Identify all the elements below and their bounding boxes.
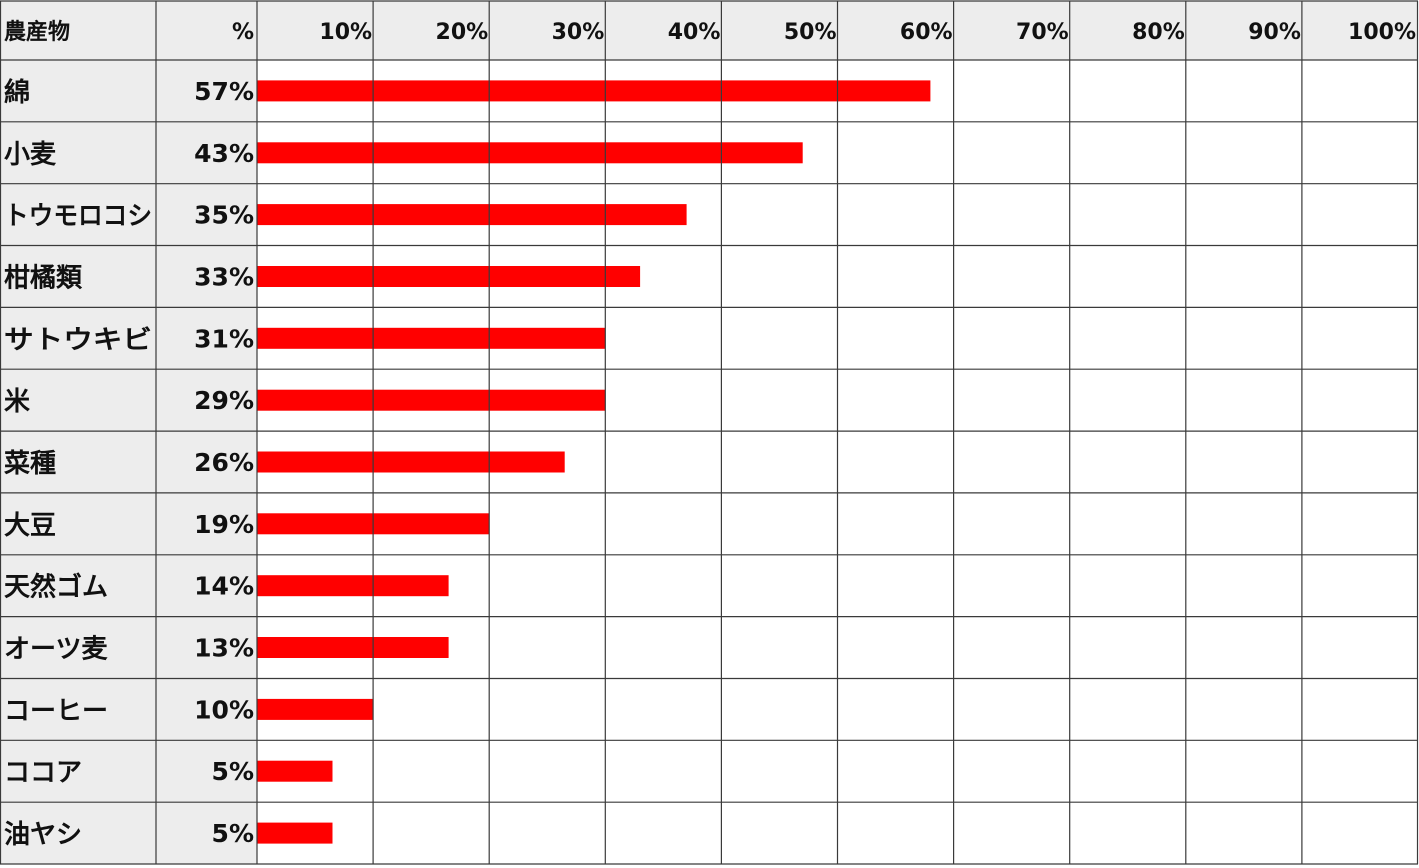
bar-10 (257, 637, 449, 658)
value-label-3: 35% (194, 201, 254, 230)
value-label-13: 5% (212, 819, 254, 848)
category-label-6: 米 (4, 387, 30, 417)
bar-11 (257, 698, 374, 720)
value-label-11: 10% (194, 695, 254, 724)
value-label-6: 29% (194, 386, 254, 415)
value-label-10: 13% (194, 634, 254, 663)
tick-label-80: 80% (1132, 20, 1185, 45)
category-label-3: トウモロコシ (4, 202, 152, 232)
tick-label-40: 40% (668, 20, 721, 45)
bar-1 (257, 80, 931, 102)
category-label-1: 綿 (4, 77, 30, 108)
value-label-4: 33% (194, 263, 254, 292)
value-label-8: 19% (194, 510, 254, 539)
bar-7 (257, 451, 565, 473)
label-columns-background (0, 60, 257, 864)
value-label-7: 26% (194, 448, 254, 477)
tick-label-70: 70% (1016, 20, 1069, 45)
bar-13 (257, 822, 333, 844)
category-label-8: 大豆 (4, 511, 56, 541)
value-label-2: 43% (194, 139, 254, 168)
category-label-12: ココア (4, 758, 82, 788)
bar-4 (257, 266, 641, 287)
category-label-13: 油ヤシ (4, 820, 82, 850)
tick-label-10: 10% (319, 20, 372, 45)
bar-3 (257, 204, 687, 226)
tick-label-60: 60% (900, 20, 953, 45)
tick-label-20: 20% (436, 20, 489, 45)
value-label-1: 57% (194, 77, 254, 106)
tick-label-30: 30% (552, 20, 605, 45)
value-label-9: 14% (194, 572, 254, 601)
bar-5 (257, 327, 606, 349)
header-row-background (0, 1, 1418, 60)
crop-column-header: 農産物 (4, 19, 70, 45)
category-label-5: サトウキビ (4, 325, 152, 355)
tick-label-90: 90% (1248, 20, 1301, 45)
bar-12 (257, 760, 333, 782)
tick-label-100: 100% (1348, 20, 1416, 45)
category-label-7: 菜種 (3, 449, 56, 479)
bar-6 (257, 389, 606, 411)
value-label-5: 31% (194, 324, 254, 353)
category-label-10: オーツ麦 (4, 635, 108, 665)
tick-label-50: 50% (784, 20, 837, 45)
bar-2 (257, 142, 803, 164)
percent-column-header: % (232, 20, 254, 45)
category-label-11: コーヒー (4, 696, 108, 726)
value-label-12: 5% (212, 757, 254, 786)
bar-9 (257, 575, 449, 597)
category-label-2: 小麦 (4, 140, 57, 170)
category-label-4: 柑橘類 (4, 264, 83, 294)
category-label-9: 天然ゴム (4, 572, 108, 603)
